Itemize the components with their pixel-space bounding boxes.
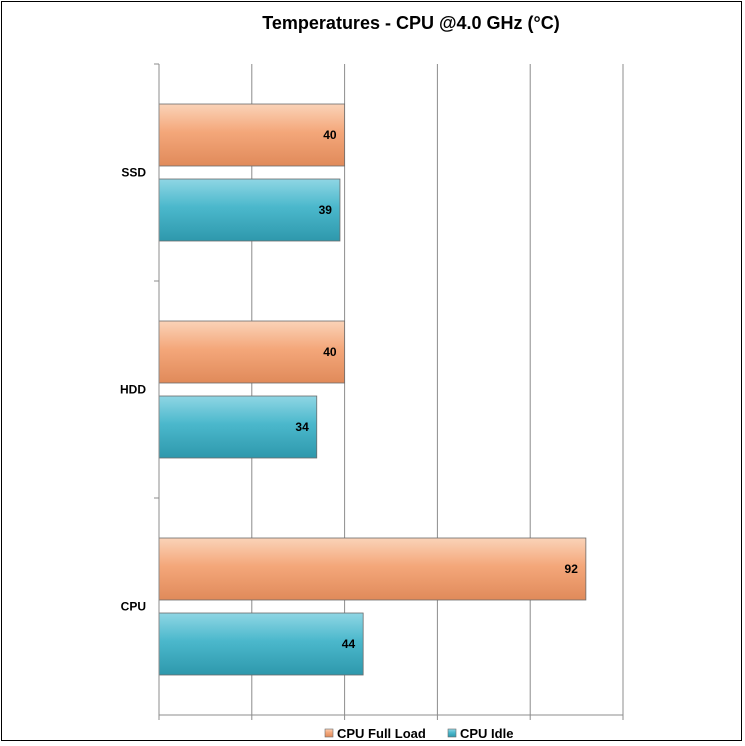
bar-cpu-full-load <box>158 537 587 601</box>
bar-cpu-idle <box>158 612 364 676</box>
legend-swatch <box>447 728 457 738</box>
category-label: HDD <box>120 383 146 397</box>
legend-label: CPU Full Load <box>337 726 426 741</box>
axes: CPU HDD SSD <box>120 63 624 720</box>
data-label: 44 <box>342 637 356 651</box>
category-label: CPU <box>121 600 146 614</box>
data-label: 34 <box>295 420 309 434</box>
legend-swatch <box>324 728 334 738</box>
legend: CPU Full Load CPU Idle <box>324 726 513 741</box>
bar-ssd-full-load <box>158 103 346 167</box>
chart-title: Temperatures - CPU @4.0 GHz (°C) <box>262 13 559 33</box>
data-label: 40 <box>323 128 337 142</box>
category-label: SSD <box>121 166 146 180</box>
data-label: 40 <box>323 345 337 359</box>
legend-label: CPU Idle <box>460 726 513 741</box>
data-label: 39 <box>319 203 333 217</box>
bar-hdd-full-load <box>158 320 346 384</box>
grid-lines <box>251 64 624 715</box>
bar-ssd-idle <box>158 178 341 242</box>
bars: 92 44 40 34 40 39 <box>158 103 587 676</box>
bar-hdd-idle <box>158 395 318 459</box>
data-label: 92 <box>565 562 579 576</box>
